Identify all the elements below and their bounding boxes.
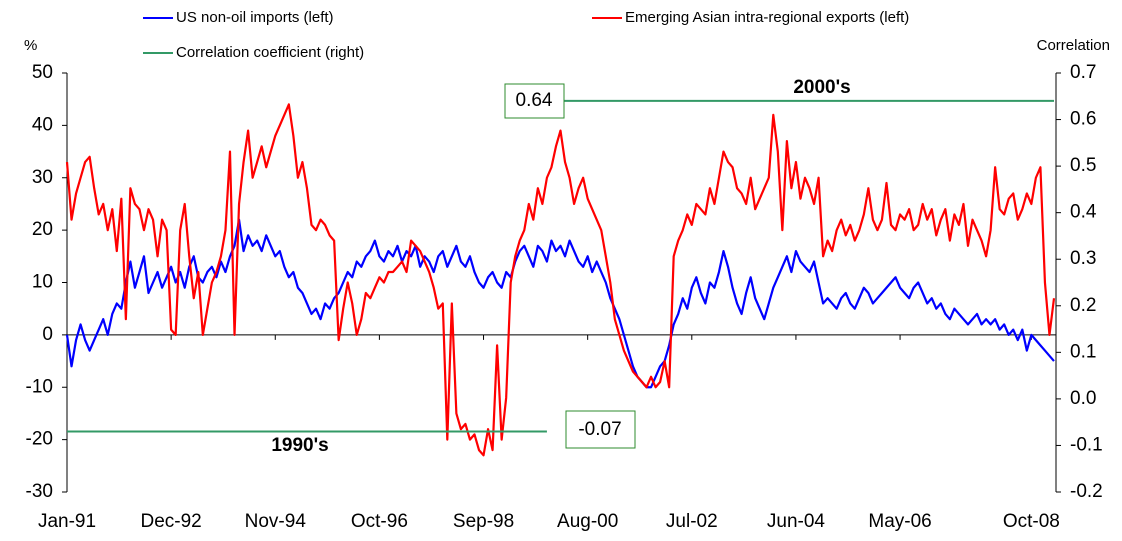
y-tick-label: -10: [26, 376, 53, 397]
y-tick-label: 40: [32, 114, 53, 135]
annotation-box: [565, 410, 636, 449]
legend-label: Correlation coefficient (right): [176, 44, 364, 61]
x-tick-label: Oct-96: [351, 511, 408, 532]
y2-tick-label: 0.3: [1070, 248, 1096, 269]
x-tick-label: Sep-98: [453, 511, 514, 532]
series-line: [65, 103, 1056, 457]
y2-tick-label: 0.2: [1070, 295, 1096, 316]
y2-tick-label: 0.7: [1070, 62, 1096, 83]
y2-tick-label: 0.4: [1070, 202, 1097, 223]
x-tick-label: Jul-02: [666, 511, 718, 532]
x-tick-label: May-06: [868, 511, 931, 532]
legend-label: US non-oil imports (left): [176, 9, 334, 26]
x-tick-label: Aug-00: [557, 511, 618, 532]
y-tick-label: 0: [42, 324, 53, 345]
y2-tick-label: -0.2: [1070, 481, 1103, 502]
y2-tick-label: 0.0: [1070, 388, 1096, 409]
x-tick-label: Dec-92: [141, 511, 202, 532]
y2-tick-label: 0.5: [1070, 155, 1096, 176]
y2-tick-label: -0.1: [1070, 434, 1103, 455]
y-tick-label: 20: [32, 219, 53, 240]
annotation: -0.07: [578, 419, 621, 440]
y-tick-label: 10: [32, 272, 53, 293]
legend-label: Emerging Asian intra-regional exports (l…: [625, 9, 909, 26]
x-tick-label: Oct-08: [1003, 511, 1060, 532]
y-axis-title: %: [24, 37, 37, 54]
series-line: [65, 218, 1055, 389]
annotation-box: [504, 83, 565, 119]
y2-tick-label: 0.1: [1070, 341, 1096, 362]
y2-axis-title: Correlation: [1037, 37, 1110, 54]
annotation: 2000's: [793, 77, 850, 98]
x-tick-label: Nov-94: [245, 511, 307, 532]
y2-tick-label: 0.6: [1070, 109, 1096, 130]
x-tick-label: Jun-04: [767, 511, 826, 532]
y-tick-label: -30: [26, 481, 53, 502]
annotation: 0.64: [516, 90, 553, 111]
y-tick-label: -20: [26, 429, 53, 450]
x-tick-label: Jan-91: [38, 511, 96, 532]
annotation: 1990's: [271, 435, 328, 456]
y-tick-label: 30: [32, 167, 53, 188]
y-tick-label: 50: [32, 62, 53, 83]
